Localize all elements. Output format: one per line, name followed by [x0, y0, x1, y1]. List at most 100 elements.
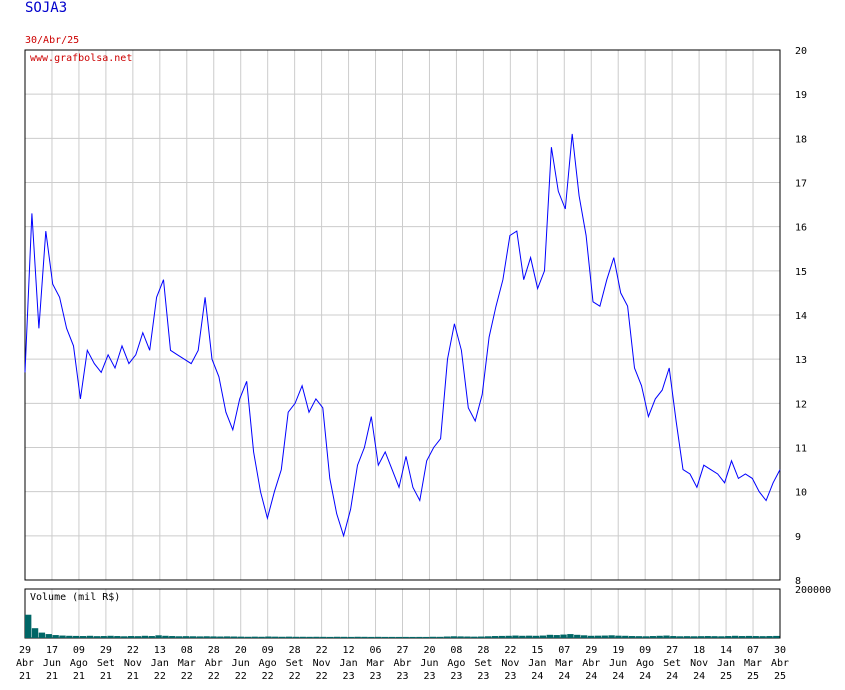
- volume-bar: [457, 636, 464, 638]
- date-tick-label: 24: [693, 671, 705, 682]
- volume-bar: [272, 636, 279, 638]
- volume-bar: [134, 636, 142, 638]
- date-tick-label: Jun: [232, 658, 250, 669]
- date-tick-label: Nov: [690, 658, 708, 669]
- date-tick-label: 07: [747, 645, 759, 656]
- date-tick-label: 24: [666, 671, 678, 682]
- volume-bar: [52, 635, 59, 638]
- date-tick-label: Nov: [501, 658, 519, 669]
- price-tick-label: 13: [795, 355, 807, 366]
- date-tick-label: 24: [558, 671, 570, 682]
- date-tick-label: 25: [720, 671, 732, 682]
- volume-bar: [244, 636, 251, 638]
- date-tick-label: 24: [531, 671, 543, 682]
- volume-bar: [635, 636, 643, 638]
- date-tick-label: Jan: [151, 658, 169, 669]
- date-tick-label: 09: [262, 645, 274, 656]
- volume-label: Volume (mil R$): [30, 592, 120, 603]
- date-tick-label: Set: [663, 658, 681, 669]
- date-tick-label: 15: [531, 645, 543, 656]
- volume-bar: [189, 636, 197, 638]
- price-tick-label: 20: [795, 46, 807, 57]
- volume-bar: [759, 636, 766, 638]
- price-tick-label: 9: [795, 532, 801, 543]
- date-tick-label: 22: [127, 645, 139, 656]
- date-tick-label: Ago: [259, 658, 277, 669]
- volume-bar: [498, 635, 505, 638]
- date-tick-label: Abr: [582, 658, 600, 669]
- date-tick-label: 24: [612, 671, 624, 682]
- volume-bar: [580, 635, 588, 638]
- date-tick-label: 13: [154, 645, 166, 656]
- price-tick-label: 16: [795, 223, 807, 234]
- date-tick-label: 29: [100, 645, 112, 656]
- volume-bar: [622, 635, 629, 638]
- price-tick-label: 19: [795, 90, 807, 101]
- volume-bar: [285, 636, 293, 638]
- date-tick-label: Jan: [717, 658, 735, 669]
- date-tick-label: 22: [154, 671, 166, 682]
- date-tick-label: 29: [585, 645, 597, 656]
- volume-bar: [196, 636, 203, 638]
- volume-bar: [567, 634, 574, 638]
- volume-bar: [704, 636, 711, 638]
- volume-bar: [491, 636, 499, 638]
- volume-bar: [484, 636, 492, 638]
- volume-bar: [25, 614, 32, 638]
- volume-bar: [162, 635, 169, 638]
- date-tick-label: Abr: [393, 658, 411, 669]
- volume-bar: [629, 636, 636, 638]
- volume-bar: [697, 636, 704, 638]
- date-tick-label: 17: [46, 645, 58, 656]
- volume-bar: [347, 636, 354, 638]
- date-tick-label: 06: [370, 645, 382, 656]
- volume-bar: [690, 636, 698, 638]
- date-tick-label: 23: [396, 671, 408, 682]
- volume-bar: [237, 636, 245, 638]
- date-tick-label: 08: [450, 645, 462, 656]
- date-tick-label: Ago: [70, 658, 88, 669]
- volume-bar: [429, 636, 437, 638]
- volume-bar: [539, 635, 547, 638]
- volume-bar: [59, 635, 66, 638]
- volume-bar: [327, 636, 334, 638]
- date-tick-label: 29: [19, 645, 31, 656]
- price-tick-label: 10: [795, 488, 807, 499]
- volume-bar: [587, 635, 595, 638]
- volume-bar: [79, 636, 87, 638]
- volume-bar: [601, 635, 608, 638]
- date-tick-label: 28: [289, 645, 301, 656]
- date-tick-label: Set: [286, 658, 304, 669]
- volume-bar: [375, 636, 382, 638]
- volume-bar: [265, 636, 272, 638]
- watermark: www.grafbolsa.net: [30, 53, 132, 64]
- date-tick-label: 08: [181, 645, 193, 656]
- volume-bar: [388, 636, 396, 638]
- volume-bar: [217, 636, 224, 638]
- date-tick-label: 27: [396, 645, 408, 656]
- date-tick-label: 22: [316, 645, 328, 656]
- date-tick-label: Jan: [528, 658, 546, 669]
- volume-bar: [203, 636, 210, 638]
- volume-bar: [31, 628, 39, 638]
- date-tick-label: 21: [19, 671, 31, 682]
- volume-bar: [354, 636, 361, 638]
- date-tick-label: 22: [316, 671, 328, 682]
- date-tick-label: Abr: [771, 658, 789, 669]
- date-tick-label: Jun: [609, 658, 627, 669]
- volume-bar: [320, 636, 327, 638]
- volume-bar: [752, 636, 759, 638]
- volume-bar: [683, 636, 691, 638]
- date-tick-label: 28: [208, 645, 220, 656]
- date-tick-label: Nov: [124, 658, 142, 669]
- volume-bar: [725, 636, 732, 638]
- date-tick-label: 30: [774, 645, 786, 656]
- volume-bar: [230, 636, 238, 638]
- volume-bar: [258, 636, 265, 638]
- volume-bar: [738, 636, 746, 638]
- date-tick-label: 21: [46, 671, 58, 682]
- volume-bar: [464, 636, 471, 638]
- price-tick-label: 12: [795, 399, 807, 410]
- volume-bar: [251, 636, 258, 638]
